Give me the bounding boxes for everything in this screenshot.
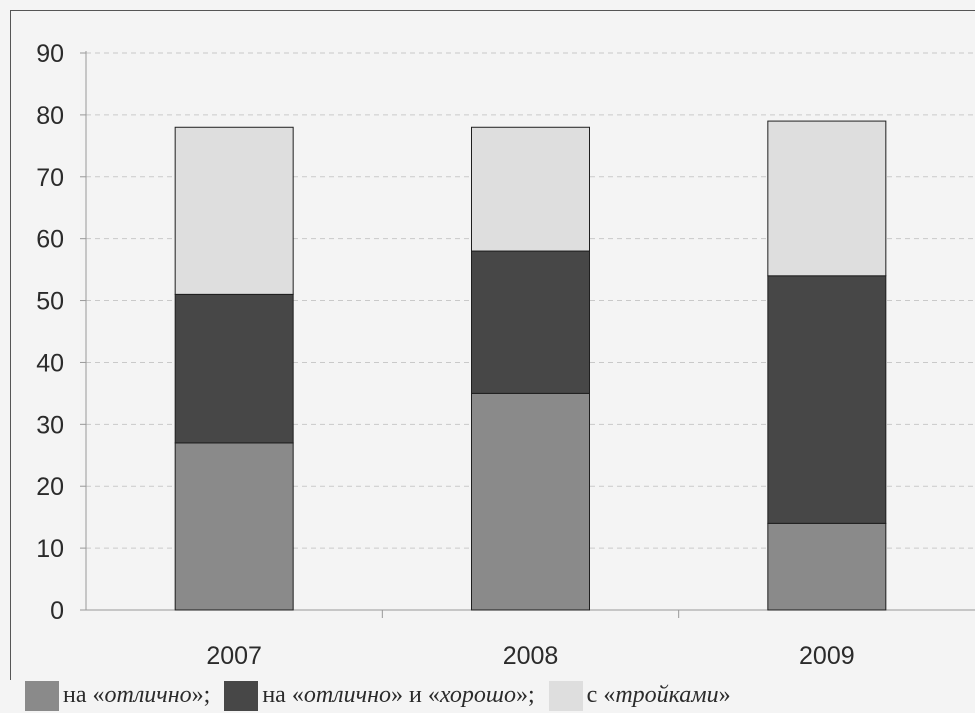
legend-text-emph: хорошо (439, 682, 516, 708)
legend-label-excellent: на «отлично»; (63, 682, 210, 709)
bar-segment-2007-2 (174, 293, 294, 444)
legend-text: »; (191, 682, 211, 708)
legend-text: »; (516, 682, 535, 708)
x-tick-label: 2008 (503, 642, 559, 670)
chart-frame (10, 10, 975, 680)
bar-segment-2008-3 (471, 126, 590, 252)
legend: на «отлично»; на «отлично» и «хорошо»; с… (25, 678, 745, 713)
y-tick-label: 10 (36, 535, 64, 563)
legend-text: на « (63, 682, 105, 708)
bar-segment-2007-3 (174, 126, 294, 295)
y-tick-label: 80 (36, 102, 64, 130)
legend-text-emph: тройками (615, 682, 719, 708)
legend-item-excellent: на «отлично»; (25, 680, 210, 711)
legend-text: на « (262, 682, 304, 708)
legend-text-emph: отлично (303, 682, 391, 708)
bar-segment-2008-2 (471, 250, 590, 394)
legend-text-emph: отлично (104, 682, 192, 708)
legend-text: » (718, 682, 731, 708)
bar-segment-2009-3 (767, 120, 887, 277)
legend-label-threes: с «тройками» (587, 682, 731, 709)
legend-item-threes: с «тройками» (548, 680, 731, 711)
y-tick-label: 0 (50, 597, 64, 625)
legend-text: » и « (390, 682, 440, 708)
y-tick-label: 40 (36, 349, 64, 377)
y-tick-label: 30 (36, 411, 64, 439)
bar-segment-2009-1 (767, 522, 887, 611)
y-tick-label: 70 (36, 164, 64, 192)
bar-segment-2008-1 (471, 392, 590, 611)
y-tick-label: 60 (36, 226, 64, 254)
y-tick-label: 20 (36, 473, 64, 501)
legend-swatch-excellent (25, 680, 59, 711)
legend-text: с « (586, 682, 616, 708)
legend-label-excellent-good: на «отлично» и «хорошо»; (262, 682, 534, 709)
bar-segment-2007-1 (174, 442, 294, 611)
y-tick-label: 90 (36, 40, 64, 68)
x-tick-label: 2007 (206, 642, 262, 670)
legend-swatch-excellent-good (224, 680, 259, 711)
bar-segment-2009-2 (767, 275, 887, 524)
legend-swatch-threes (548, 680, 583, 711)
x-tick-label: 2009 (799, 642, 855, 670)
legend-item-excellent-good: на «отлично» и «хорошо»; (224, 680, 535, 711)
y-tick-label: 50 (36, 288, 64, 316)
